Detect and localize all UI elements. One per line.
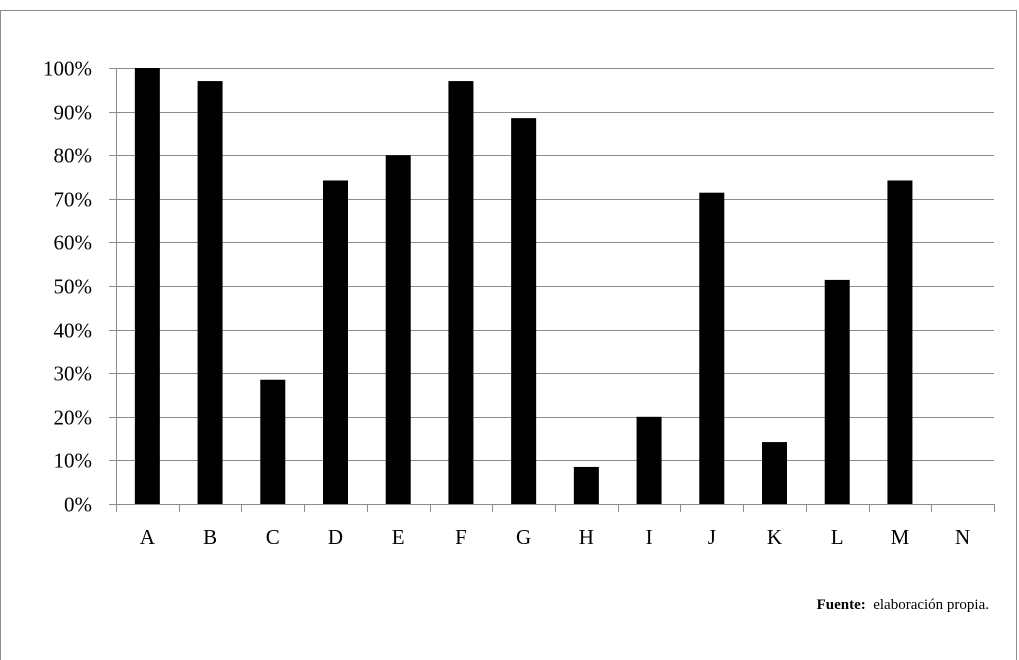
x-tick-label: I [646,525,653,549]
y-tick-label: 60% [54,231,93,255]
bar-A [134,68,160,504]
y-tick-label: 30% [54,362,93,386]
x-tick-label: D [328,525,343,549]
x-axis-labels: A B C D E F G H I J K L M N [140,525,970,549]
bar-C [260,379,286,504]
x-tick-label: J [708,525,716,549]
gridlines [109,68,994,461]
x-tick-label: B [203,525,217,549]
bars [134,68,913,505]
bar-E [385,155,411,504]
bar-H [573,466,599,504]
y-tick-label: 10% [54,449,93,473]
y-tick-label: 70% [54,188,93,212]
source-text: elaboración propia. [873,597,989,613]
x-tick-label: N [955,525,970,549]
y-tick-label: 80% [54,144,93,168]
source-note: Fuente: elaboración propia. [817,597,989,614]
axes [109,68,995,512]
x-tick-label: H [579,525,594,549]
x-tick-label: A [140,525,156,549]
chart-frame [0,10,1017,660]
y-tick-label: 50% [54,275,93,299]
y-tick-label: 0% [64,493,92,517]
y-tick-label: 100% [43,57,92,81]
source-label: Fuente: [816,597,866,613]
bar-K [762,442,787,504]
x-tick-label: C [266,525,280,549]
x-tick-label: K [767,525,782,549]
bar-L [824,279,850,504]
y-tick-label: 40% [54,319,93,343]
bar-F [448,81,474,504]
bar-B [197,81,223,504]
x-tick-label: G [516,525,531,549]
x-tick-label: F [455,525,467,549]
y-tick-label: 20% [54,406,93,430]
x-tick-label: L [831,525,844,549]
bar-D [323,180,348,504]
x-tick-label: M [891,525,910,549]
bar-J [699,192,725,505]
y-tick-label: 90% [54,101,93,125]
x-tick-label: E [392,525,405,549]
bar-G [511,118,537,504]
y-axis-labels: 0% 10% 20% 30% 40% 50% 60% 70% 80% 90% 100% [43,57,92,517]
bar-M [887,180,913,504]
bar-I [636,416,662,504]
